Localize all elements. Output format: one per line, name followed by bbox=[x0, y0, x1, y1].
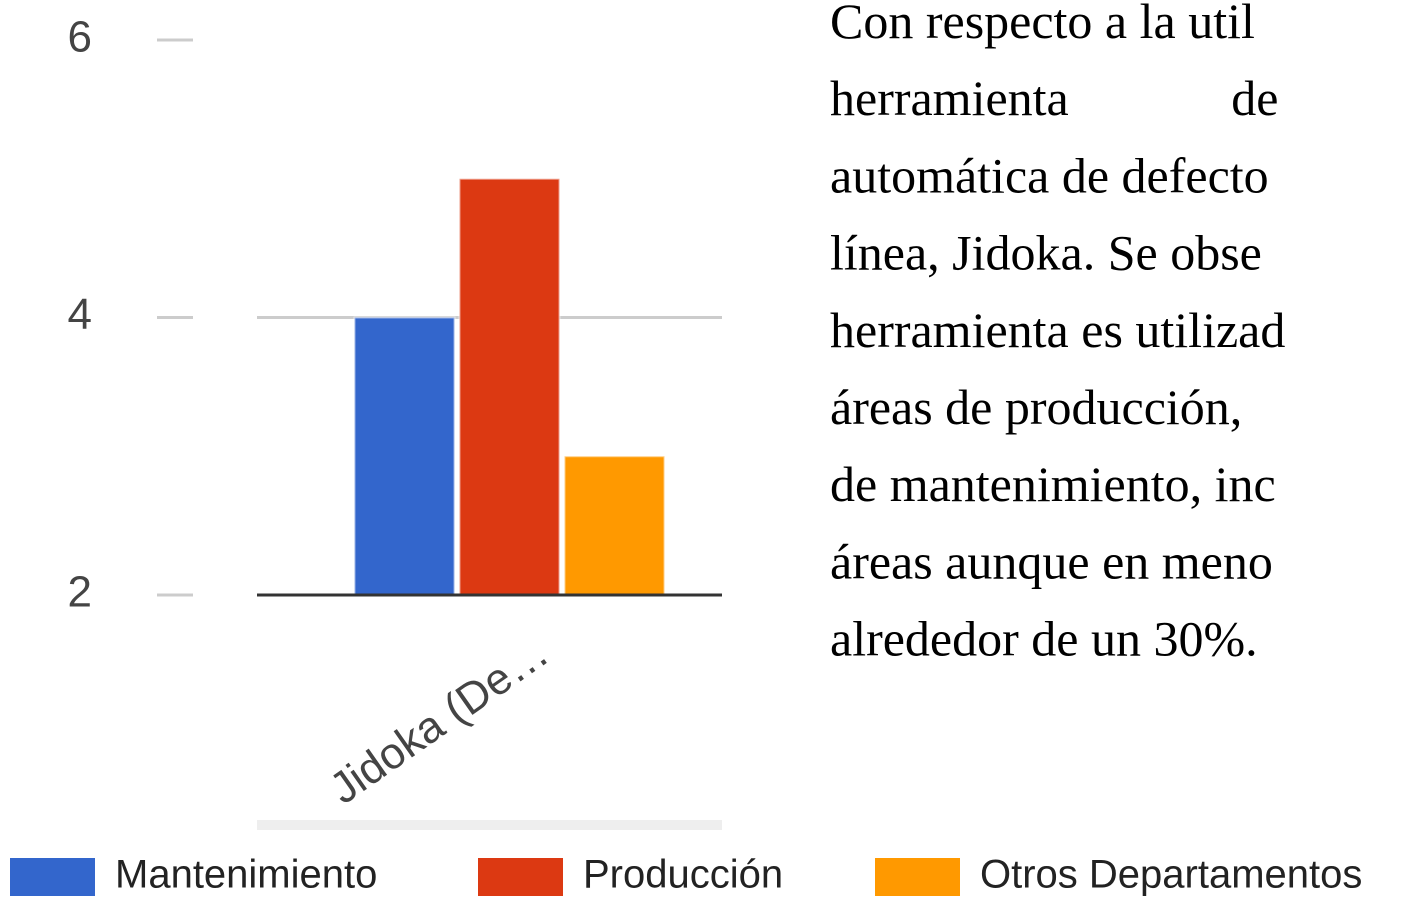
scrollbar bbox=[257, 820, 722, 830]
paragraph-line: línea, Jidoka. Se obse bbox=[830, 225, 1262, 281]
y-tick-label: 4 bbox=[68, 290, 92, 339]
legend-swatch bbox=[478, 858, 563, 896]
legend-label: Mantenimiento bbox=[115, 853, 377, 897]
x-tick-label: Jidoka (De… bbox=[321, 628, 557, 814]
paragraph-line: Con respecto a la util bbox=[830, 0, 1255, 49]
bar bbox=[563, 455, 666, 596]
paragraph-line: alrededor de un 30%. bbox=[830, 611, 1258, 667]
y-tick-label: 6 bbox=[68, 13, 92, 62]
legend-swatch bbox=[10, 858, 95, 896]
legend-label: Otros Departamentos bbox=[980, 853, 1362, 897]
paragraph-line: áreas aunque en meno bbox=[830, 533, 1273, 589]
bar bbox=[458, 177, 561, 596]
paragraph-line: herramienta de bbox=[830, 70, 1278, 126]
paragraph-line: automática de defecto bbox=[830, 147, 1269, 203]
legend-swatch bbox=[875, 858, 960, 896]
paragraph-line: de mantenimiento, inc bbox=[830, 456, 1276, 512]
paragraph-line: áreas de producción, bbox=[830, 379, 1242, 435]
paragraph-line: herramienta es utilizad bbox=[830, 302, 1285, 358]
legend-label: Producción bbox=[583, 853, 783, 897]
y-tick-label: 2 bbox=[68, 568, 92, 617]
bar bbox=[353, 316, 456, 596]
